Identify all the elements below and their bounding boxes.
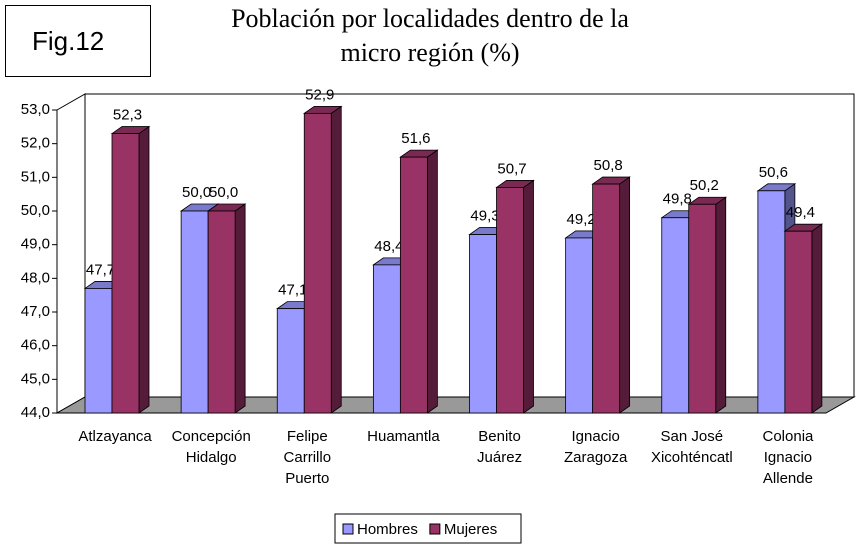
y-tick-label: 50,0 bbox=[21, 202, 50, 219]
bar-front bbox=[592, 183, 621, 414]
y-tick-label: 45,0 bbox=[21, 370, 50, 387]
bar-front bbox=[84, 288, 113, 414]
bar bbox=[110, 125, 151, 414]
value-label: 50,0 bbox=[182, 184, 211, 201]
value-label: 50,8 bbox=[594, 157, 623, 174]
bar-front bbox=[180, 210, 209, 414]
bar-front bbox=[276, 308, 305, 414]
bar-front bbox=[207, 210, 236, 414]
bar-front bbox=[496, 187, 524, 414]
x-tick-label: Huamantla bbox=[367, 428, 440, 445]
value-label: 51,6 bbox=[401, 130, 430, 147]
bar-side bbox=[715, 196, 727, 414]
bar-side bbox=[811, 223, 823, 414]
value-label: 49,3 bbox=[470, 208, 499, 225]
value-label: 50,6 bbox=[759, 164, 788, 181]
y-tick-label: 51,0 bbox=[21, 168, 50, 185]
bar bbox=[591, 176, 631, 414]
legend-label: Hombres bbox=[357, 521, 418, 538]
x-tick-label: San José Xicohténcatl bbox=[650, 428, 733, 466]
left-wall bbox=[56, 93, 86, 414]
value-label: 47,1 bbox=[278, 282, 307, 299]
bar-front bbox=[565, 237, 594, 414]
bar-side bbox=[138, 125, 150, 414]
bar-side bbox=[330, 105, 342, 414]
legend-label: Mujeres bbox=[444, 521, 497, 538]
value-label: 52,3 bbox=[113, 107, 142, 124]
figure-label: Fig.12 bbox=[5, 5, 151, 77]
bar-front bbox=[784, 230, 813, 414]
bar-front bbox=[111, 133, 140, 414]
bar-side bbox=[523, 179, 534, 414]
bar-front bbox=[303, 112, 332, 414]
y-tick-label: 47,0 bbox=[21, 303, 50, 320]
value-label: 50,2 bbox=[690, 177, 719, 194]
legend-swatch bbox=[342, 523, 354, 535]
y-tick-label: 48,0 bbox=[21, 269, 50, 286]
bar-front bbox=[372, 264, 401, 414]
value-label: 48,4 bbox=[374, 238, 403, 255]
value-label: 50,0 bbox=[209, 184, 238, 201]
chart-title: Población por localidades dentro de la m… bbox=[231, 4, 629, 67]
bar-front bbox=[399, 156, 428, 414]
bar-front bbox=[757, 190, 786, 414]
y-tick-label: 52,0 bbox=[21, 135, 50, 152]
value-label: 49,4 bbox=[786, 204, 815, 221]
bar-front bbox=[469, 234, 497, 414]
legend-box bbox=[334, 513, 522, 544]
x-tick-label: Benito Juárez bbox=[477, 428, 523, 466]
bar-side bbox=[619, 176, 631, 414]
value-label: 49,8 bbox=[663, 191, 692, 208]
bar bbox=[495, 179, 535, 414]
bar-front bbox=[661, 217, 690, 414]
x-tick-label: Atlzayanca bbox=[78, 428, 152, 445]
value-label: 52,9 bbox=[305, 86, 334, 103]
bar bbox=[687, 196, 728, 414]
x-tick-label: Felipe Carrillo Puerto bbox=[283, 428, 332, 487]
y-tick-label: 49,0 bbox=[21, 236, 50, 253]
value-label: 50,7 bbox=[497, 160, 526, 177]
floor bbox=[55, 396, 856, 414]
x-tick-label: Concepción Hidalgo bbox=[171, 428, 251, 466]
bar-side bbox=[234, 203, 246, 414]
x-tick-label: Colonia Ignacio Allende bbox=[762, 428, 814, 487]
y-tick-label: 46,0 bbox=[21, 337, 50, 354]
bar bbox=[399, 149, 439, 414]
y-tick-label: 53,0 bbox=[21, 101, 50, 118]
bar-front bbox=[688, 203, 717, 414]
bar-side bbox=[426, 149, 438, 414]
value-label: 47,7 bbox=[86, 261, 115, 278]
bar bbox=[206, 203, 247, 414]
legend-swatch bbox=[429, 523, 441, 535]
value-label: 49,2 bbox=[567, 211, 596, 228]
y-tick-label: 44,0 bbox=[21, 404, 50, 421]
bar bbox=[302, 105, 343, 414]
x-tick-label: Ignacio Zaragoza bbox=[564, 428, 628, 466]
bar bbox=[783, 223, 824, 414]
